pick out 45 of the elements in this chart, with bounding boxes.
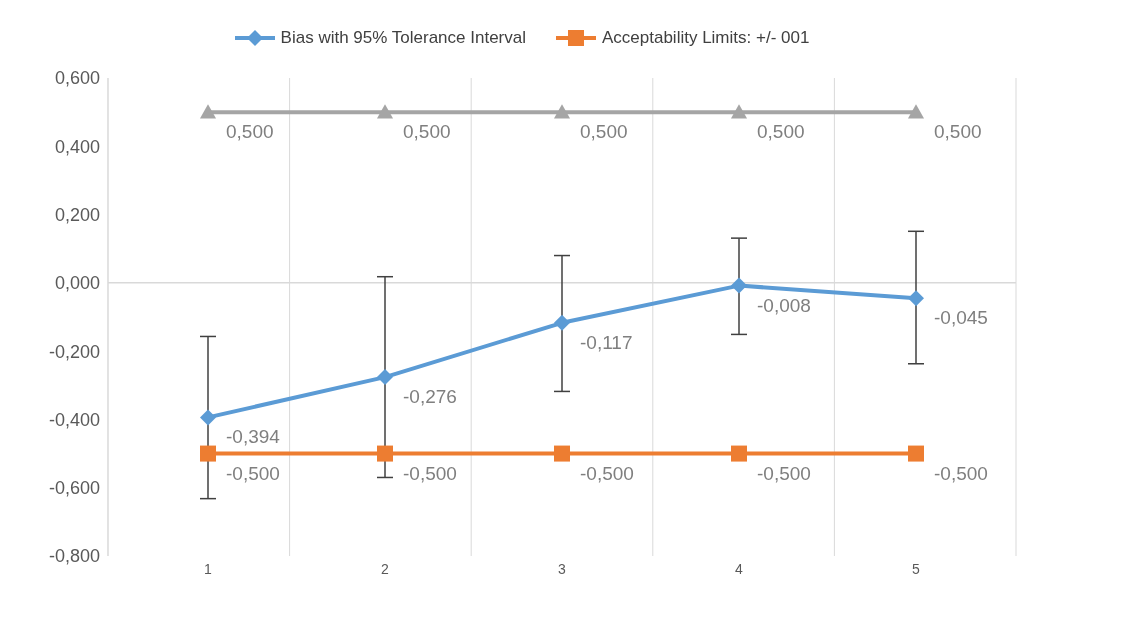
x-tick-label: 2: [381, 560, 390, 577]
point: [731, 104, 747, 119]
point: [554, 104, 570, 119]
y-tick-label: -0,600: [48, 478, 100, 499]
point: [731, 277, 747, 294]
point: [200, 104, 216, 119]
point: [200, 409, 216, 426]
data-label: 0,500: [757, 121, 805, 143]
data-label: -0,008: [757, 294, 811, 316]
legend-label: Acceptability Limits: +/- 001: [601, 28, 810, 48]
point: [377, 445, 393, 462]
data-label: -0,276: [403, 386, 457, 408]
data-label: 0,500: [226, 121, 274, 143]
data-label: -0,394: [226, 426, 281, 448]
x-tick-label: 3: [558, 560, 567, 577]
point: [377, 104, 393, 119]
x-tick-label: 1: [204, 560, 213, 577]
y-tick-label: -0,400: [48, 409, 100, 430]
point: [731, 445, 747, 462]
point: [908, 104, 924, 119]
data-label: 0,500: [403, 121, 451, 143]
data-label: -0,500: [934, 462, 988, 484]
point: [377, 369, 393, 386]
data-label: -0,500: [580, 462, 634, 484]
data-label: -0,045: [934, 307, 988, 329]
point: [554, 314, 570, 331]
point: [908, 290, 924, 307]
y-tick-label: 0,600: [54, 68, 100, 89]
y-tick-label: 0,000: [54, 273, 100, 294]
y-tick-label: 0,400: [54, 136, 100, 157]
data-label: -0,500: [226, 462, 280, 484]
data-label: -0,500: [403, 462, 457, 484]
data-label: -0,117: [580, 331, 633, 353]
y-tick-label: -0,800: [48, 546, 100, 567]
legend-label: Bias with 95% Tolerance Interval: [279, 28, 526, 48]
data-label: 0,500: [934, 121, 982, 143]
y-tick-label: 0,200: [54, 204, 100, 225]
x-tick-label: 4: [735, 560, 744, 577]
point: [554, 445, 570, 462]
point: [200, 445, 216, 462]
point: [908, 445, 924, 462]
data-label: -0,500: [757, 462, 811, 484]
data-label: 0,500: [580, 121, 628, 143]
y-tick-label: -0,200: [48, 341, 100, 362]
x-tick-label: 5: [912, 560, 921, 577]
